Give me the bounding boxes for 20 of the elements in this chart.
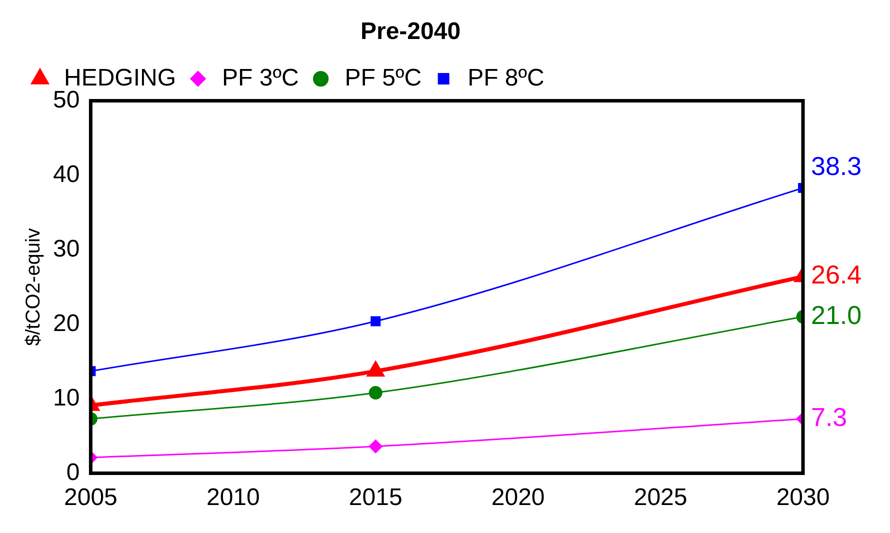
x-tick-label: 2010 <box>206 484 260 512</box>
x-tick-label: 2005 <box>64 484 118 512</box>
legend-label: PF 5ºC <box>344 64 422 92</box>
data-label: 26.4 <box>811 260 862 290</box>
data-label: 7.3 <box>811 402 848 432</box>
y-axis-title: $/tCO2-equiv <box>22 228 45 346</box>
y-tick-label: 20 <box>52 310 80 337</box>
y-tick-label: 0 <box>66 458 80 486</box>
data-label: 21.0 <box>811 300 862 330</box>
data-label: 38.3 <box>811 151 862 182</box>
x-tick-label: 2020 <box>491 484 545 512</box>
y-tick-label: 30 <box>52 235 80 262</box>
y-tick-label: 10 <box>52 384 80 412</box>
legend-label: PF 8ºC <box>468 64 544 92</box>
legend-label: PF 3ºC <box>222 64 299 92</box>
chart-title: Pre-2040 <box>360 18 461 46</box>
y-tick-label: 40 <box>52 160 80 188</box>
x-tick-label: 2030 <box>776 484 830 512</box>
x-tick-label: 2025 <box>634 484 688 512</box>
x-tick-label: 2015 <box>348 484 402 512</box>
